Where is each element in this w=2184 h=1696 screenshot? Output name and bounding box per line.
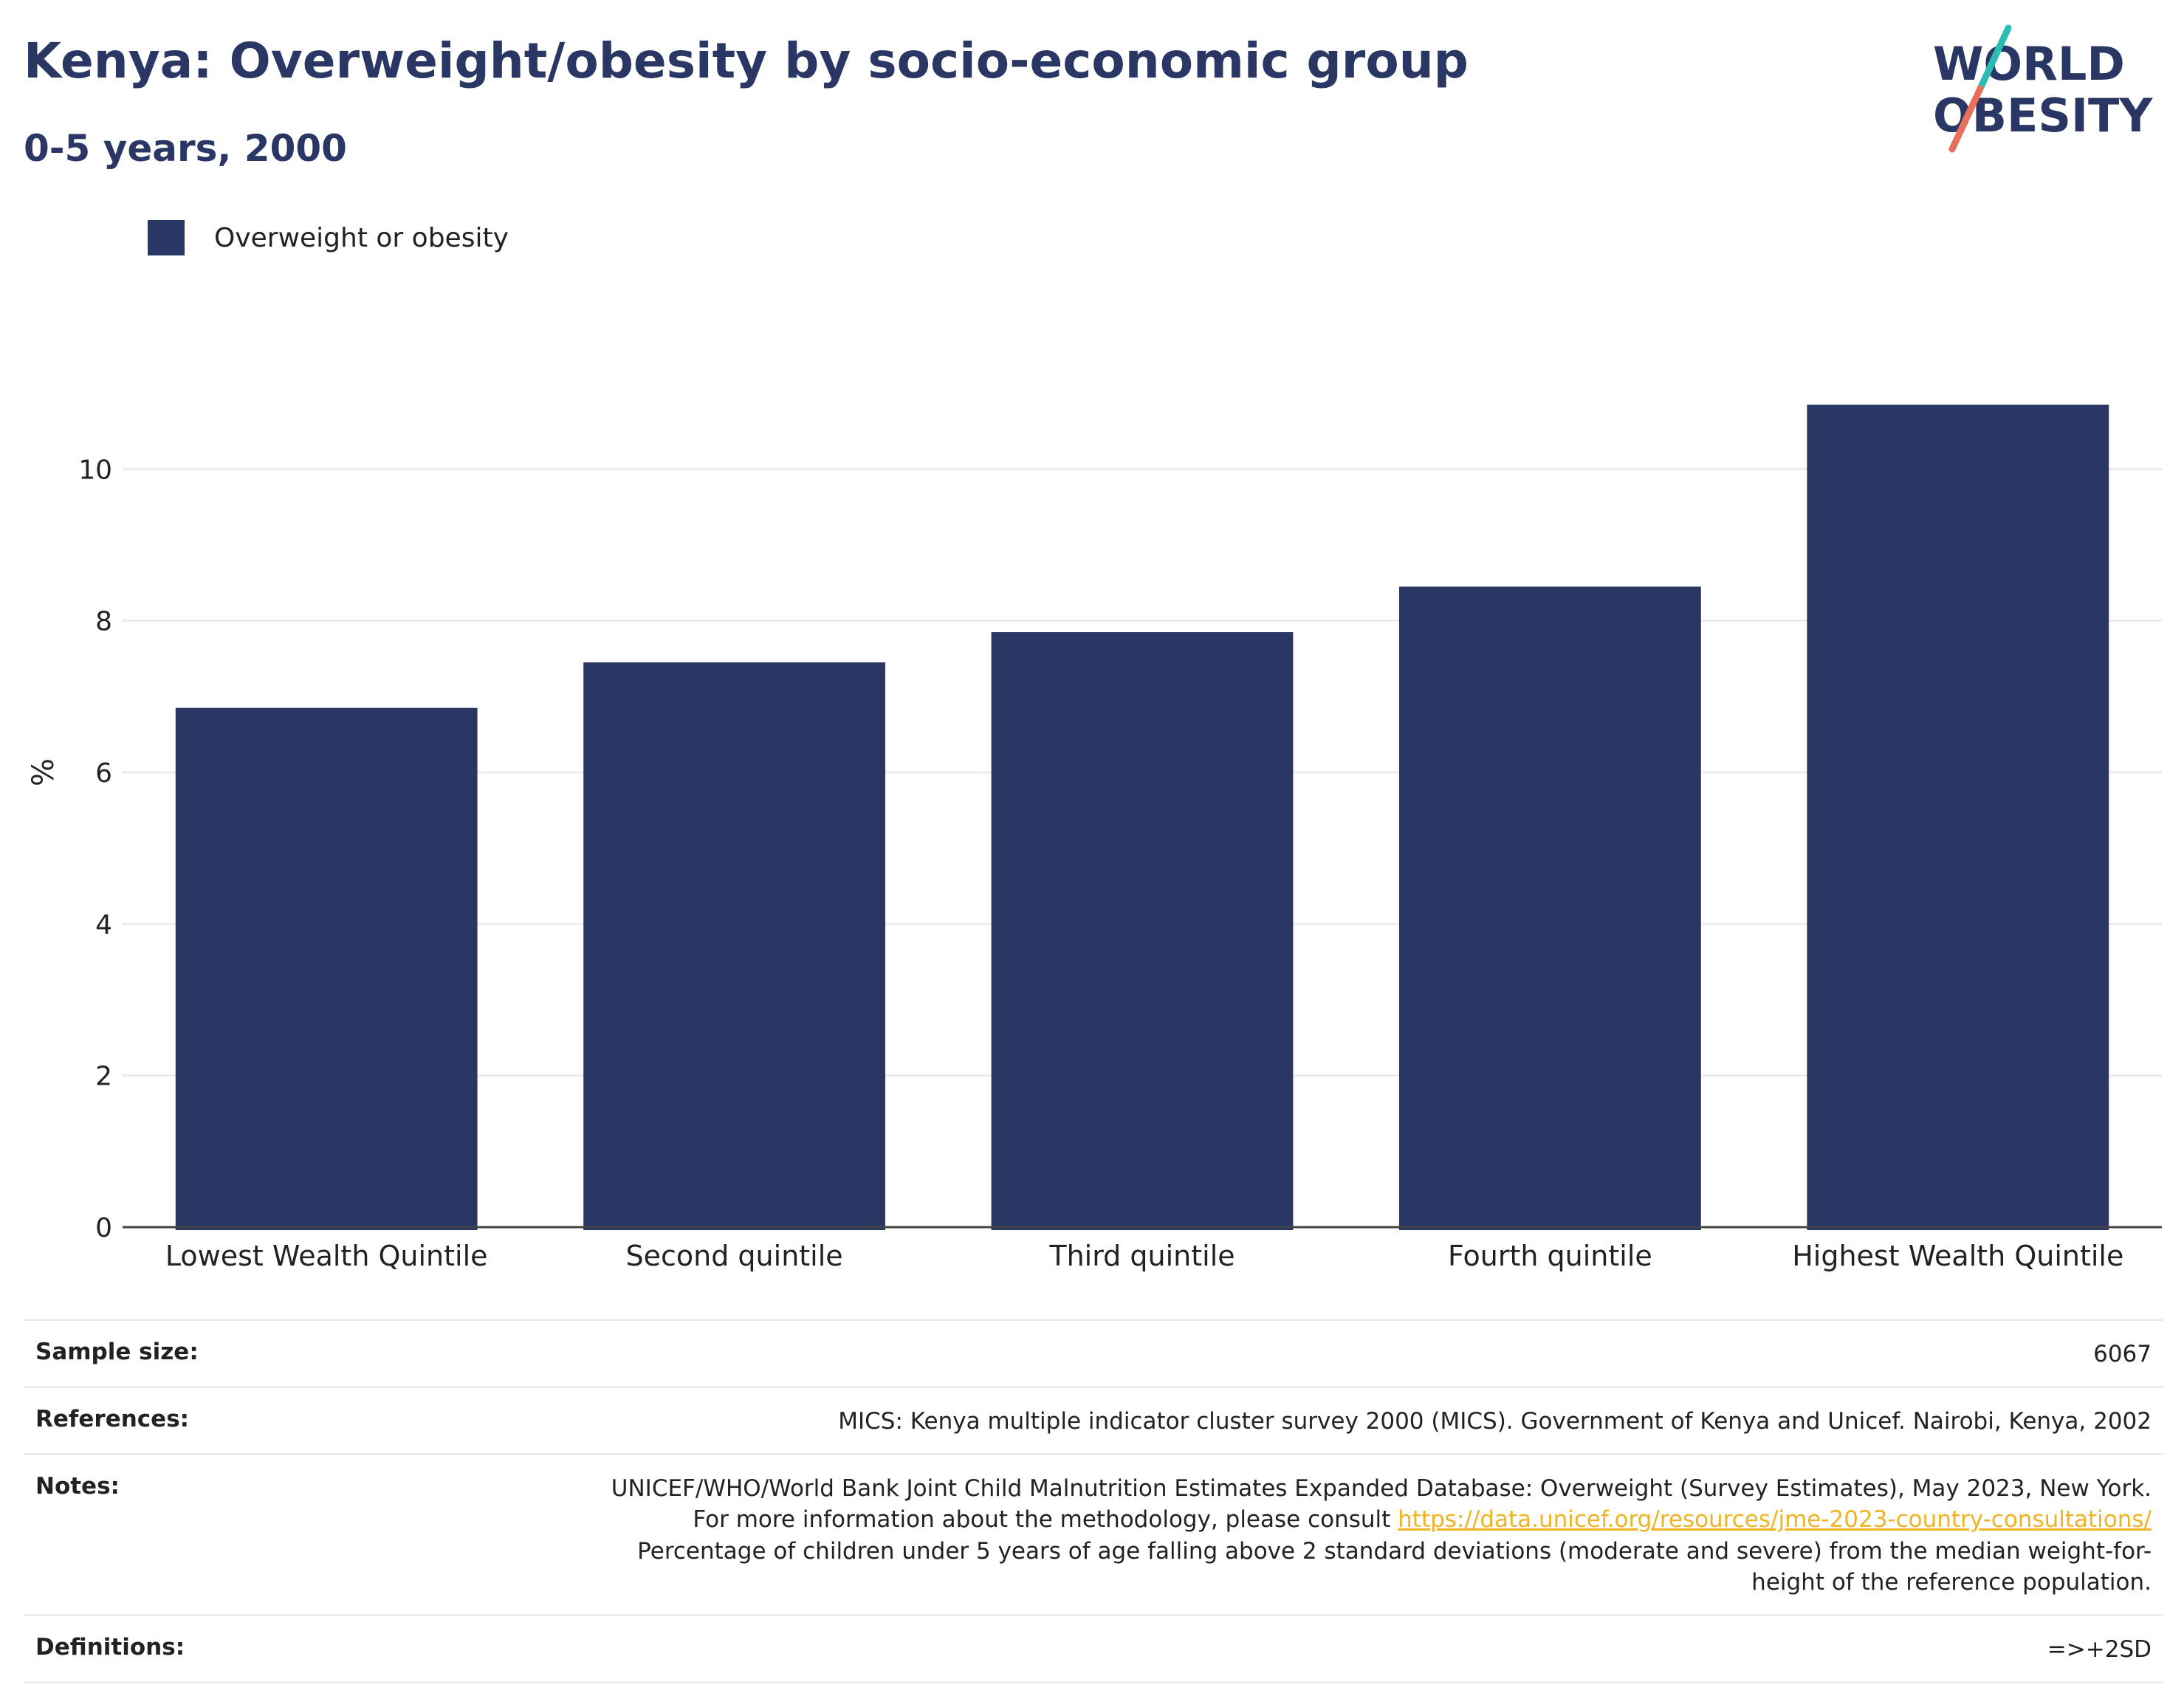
chart-title: Kenya: Overweight/obesity by socio-econo… [24,32,1469,89]
logo-slash-coral [1948,85,1984,153]
footer-row-definitions: Definitions: =>+2SD [24,1613,2163,1684]
y-tick-label: 8 [95,607,112,637]
y-tick-label: 0 [95,1213,112,1243]
bar [583,662,885,1230]
references-value: MICS: Kenya multiple indicator cluster s… [838,1408,2152,1435]
x-tick-label: Fourth quintile [1448,1240,1652,1272]
bar-chart: 0 2 4 6 8 10% Lowest Wealth Quintile Second qui… [27,405,2162,1272]
y-axis-title: % [27,758,61,786]
x-tick-label: Third quintile [1048,1240,1234,1272]
definitions-label: Definitions: [35,1633,185,1661]
notes-text-1: UNICEF/WHO/World Bank Joint Child Malnut… [611,1475,2152,1534]
y-tick-label: 2 [95,1062,112,1092]
sample-size-label: Sample size: [35,1339,199,1365]
bar [991,632,1294,1230]
definitions-value: =>+2SD [2047,1635,2152,1663]
notes-text-2: Percentage of children under 5 years of … [637,1537,2152,1596]
legend-swatch [148,220,185,255]
chart-footer: Sample size: 6067 References: MICS: Keny… [24,1319,2163,1684]
chart-subtitle: 0-5 years, 2000 [24,127,347,170]
logo-slash-teal [1977,24,2012,92]
notes-value: UNICEF/WHO/World Bank Joint Child Malnut… [608,1473,2152,1598]
references-label: References: [35,1406,190,1433]
world-obesity-logo: WORLD OBESITY [1933,24,2153,153]
notes-link[interactable]: https://data.unicef.org/resources/jme-20… [1398,1506,2152,1534]
x-tick-label: Second quintile [626,1240,843,1272]
footer-row-references: References: MICS: Kenya multiple indicat… [24,1386,2163,1453]
bar [1807,405,2109,1230]
legend-label: Overweight or obesity [214,222,509,253]
logo-line-1: WORLD [1933,37,2125,91]
footer-row-sample-size: Sample size: 6067 [24,1319,2163,1386]
notes-label: Notes: [35,1473,120,1500]
y-tick-label: 6 [95,758,112,789]
x-tick-label: Lowest Wealth Quintile [165,1240,488,1272]
sample-size-value: 6067 [2093,1341,2152,1367]
y-tick-label: 4 [95,910,112,940]
footer-row-notes: Notes: UNICEF/WHO/World Bank Joint Child… [24,1453,2163,1614]
legend[interactable]: Overweight or obesity [148,220,509,255]
x-tick-label: Highest Wealth Quintile [1792,1240,2123,1272]
bar [1399,586,1701,1230]
bar [175,707,478,1230]
y-tick-label: 10 [78,455,112,485]
